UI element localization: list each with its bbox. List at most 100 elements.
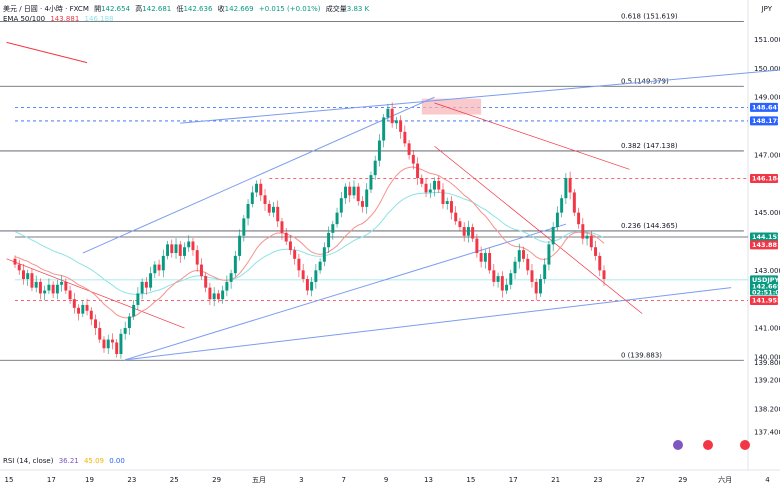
candle-body xyxy=(534,281,538,294)
x-tick-label: 9 xyxy=(384,476,388,484)
candle-body xyxy=(293,250,297,259)
candle-body xyxy=(34,281,38,288)
y-tick-label: 140.000 xyxy=(754,353,780,361)
x-tick-label: 19 xyxy=(85,476,94,484)
candle-body xyxy=(488,253,492,271)
candle-body xyxy=(496,276,500,282)
us-flag-event-icon xyxy=(740,440,750,450)
candle-body xyxy=(187,241,191,248)
close-value: 142.669 xyxy=(224,5,254,13)
x-tick-label: 23 xyxy=(594,476,603,484)
candle-body xyxy=(199,264,203,277)
candle-body xyxy=(136,293,140,305)
candle-body xyxy=(458,221,462,228)
y-tick-label: 141.000 xyxy=(754,325,780,333)
candle-body xyxy=(229,273,233,282)
y-tick-label: 143.000 xyxy=(754,267,780,275)
y-tick-label: 139.200 xyxy=(754,376,780,384)
price-badge xyxy=(750,116,778,126)
candle-body xyxy=(339,198,343,213)
high-value: 142.681 xyxy=(142,5,172,13)
price-badge-label: 148.178 xyxy=(752,117,780,125)
candle-body xyxy=(560,198,564,213)
candle-body xyxy=(424,183,428,193)
candle-body xyxy=(568,178,572,193)
candle-body xyxy=(344,186,348,199)
candle-body xyxy=(21,270,25,279)
price-badge-sub: 142.669 xyxy=(752,282,780,290)
candle-body xyxy=(166,244,170,256)
candle-body xyxy=(589,235,593,248)
candle-body xyxy=(500,276,504,291)
candle-body xyxy=(263,195,267,204)
y-tick-label: 137.400 xyxy=(754,428,780,436)
candle-body xyxy=(17,264,21,271)
candle-body xyxy=(110,339,114,343)
candle-body xyxy=(191,241,195,251)
x-tick-label: 23 xyxy=(127,476,136,484)
candle-body xyxy=(399,120,403,132)
fib-level-label: 0.236 (144.365) xyxy=(621,222,678,230)
fib-level-label: 0.618 (151.619) xyxy=(621,13,678,21)
candle-body xyxy=(60,281,64,285)
candle-body xyxy=(242,218,246,236)
rsi-value-1: 36.21 xyxy=(58,457,79,465)
price-badge-label: 148.647 xyxy=(752,104,780,112)
high-label: 高 xyxy=(135,5,143,13)
candle-body xyxy=(98,328,102,340)
candle-body xyxy=(585,235,589,239)
candle-body xyxy=(119,333,123,355)
price-badge-countdown: 02:51:04 xyxy=(752,288,780,296)
trendline xyxy=(82,96,435,254)
symbol-label: 美元 / 日圓 · 4小時 · FXCM xyxy=(3,5,89,13)
candle-body xyxy=(284,232,288,242)
x-tick-label: 21 xyxy=(551,476,560,484)
candle-body xyxy=(602,270,606,279)
candle-body xyxy=(310,281,314,291)
trendline xyxy=(6,41,88,64)
x-tick-label: 13 xyxy=(424,476,433,484)
candle-body xyxy=(335,212,339,225)
price-badge-label: 144.155 xyxy=(752,233,780,241)
x-tick-label: 29 xyxy=(212,476,221,484)
candle-body xyxy=(454,212,458,222)
candle-body xyxy=(577,212,581,225)
candle-body xyxy=(505,284,509,291)
rsi-value-3: 0.00 xyxy=(109,457,125,465)
x-tick-label: 27 xyxy=(636,476,645,484)
price-badge-label: 141.955 xyxy=(752,297,780,305)
x-tick-label: 五月 xyxy=(252,476,266,484)
ema100-line xyxy=(14,191,605,295)
candle-body xyxy=(572,192,576,213)
change-value: +0.015 (+0.01%) xyxy=(258,5,321,13)
candle-body xyxy=(517,250,521,262)
close-label: 收 xyxy=(217,5,225,13)
candle-body xyxy=(301,270,305,279)
price-badge xyxy=(750,275,778,296)
candle-body xyxy=(81,304,85,314)
candle-body xyxy=(170,244,174,254)
candle-body xyxy=(30,273,34,288)
candle-body xyxy=(26,273,30,279)
candle-body xyxy=(102,339,106,349)
candle-body xyxy=(47,284,51,291)
open-label: 開 xyxy=(94,5,102,13)
candle-body xyxy=(377,140,381,161)
candle-body xyxy=(208,287,212,300)
candle-body xyxy=(195,250,199,265)
candle-body xyxy=(466,227,470,236)
candle-body xyxy=(581,224,585,239)
candle-body xyxy=(373,160,377,176)
candle-body xyxy=(547,244,551,265)
candle-body xyxy=(13,258,17,265)
candle-body xyxy=(161,255,165,271)
y-tick-label: 149.000 xyxy=(754,94,780,102)
candle-body xyxy=(416,163,420,179)
candle-body xyxy=(178,244,182,256)
candle-body xyxy=(144,281,148,288)
price-badge-label: USDJPY xyxy=(752,276,780,284)
ema-legend: EMA 50/100 143.881 146.188 xyxy=(3,15,116,23)
candle-body xyxy=(420,178,424,184)
x-tick-label: 六月 xyxy=(718,475,732,484)
